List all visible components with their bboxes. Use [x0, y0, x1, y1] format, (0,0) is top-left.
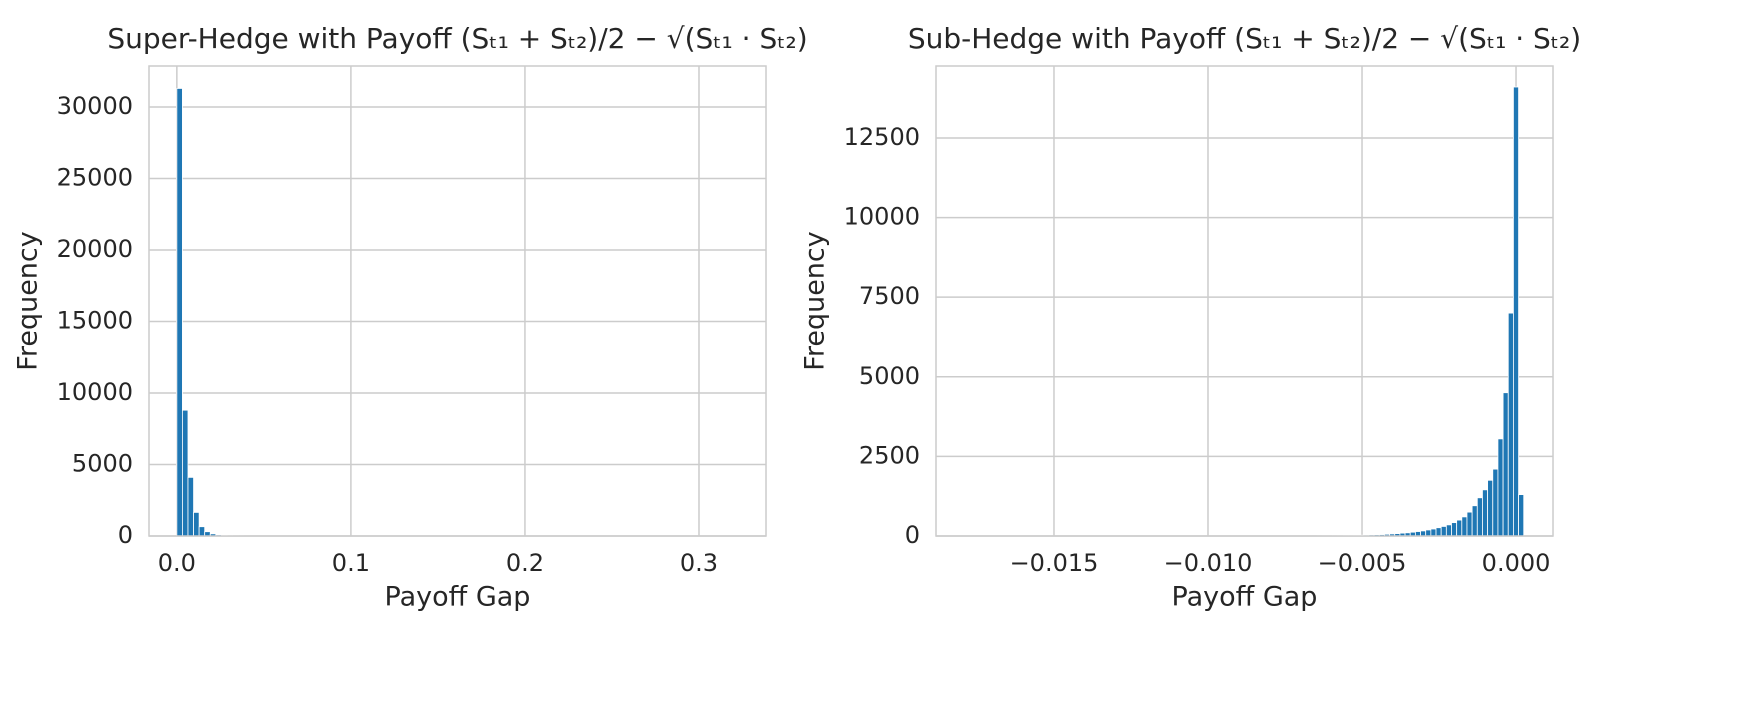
bar [1513, 86, 1519, 537]
bar [1461, 516, 1468, 537]
chart-title: Super-Hedge with Payoff (Sₜ₁ + Sₜ₂)/2 − … [107, 22, 807, 55]
bar [1518, 494, 1525, 537]
bar [1471, 505, 1478, 537]
y-tick-label: 0 [118, 521, 133, 549]
y-tick-label: 15000 [57, 307, 133, 335]
bar [176, 88, 183, 537]
bar [1466, 511, 1473, 537]
bar [182, 409, 189, 537]
y-tick-label: 30000 [57, 92, 133, 120]
x-tick-label: 0.1 [332, 549, 370, 577]
y-tick-label: 10000 [57, 378, 133, 406]
bar [1507, 312, 1514, 537]
bar [187, 476, 194, 537]
bar [1476, 497, 1483, 537]
bar [1440, 526, 1447, 537]
plot-area [936, 66, 1553, 536]
bar [1430, 528, 1437, 537]
plot-area [149, 66, 766, 536]
y-tick-label: 2500 [859, 441, 920, 469]
x-axis-label: Payoff Gap [1172, 582, 1318, 613]
bar [198, 526, 206, 537]
x-tick-label: 0.3 [680, 549, 718, 577]
axes-frame [148, 65, 767, 537]
x-tick-label: −0.015 [1010, 549, 1099, 577]
y-tick-label: 0 [905, 521, 920, 549]
y-axis-label: Frequency [800, 231, 831, 371]
y-tick-label: 10000 [844, 203, 920, 231]
bar [1456, 519, 1463, 537]
y-tick-label: 5000 [72, 450, 133, 478]
x-tick-label: −0.005 [1318, 549, 1407, 577]
bar [1492, 468, 1499, 537]
bar [193, 512, 200, 537]
x-tick-label: 0.0 [158, 549, 196, 577]
x-tick-label: 0.2 [506, 549, 544, 577]
x-tick-label: 0.000 [1482, 549, 1551, 577]
x-axis-label: Payoff Gap [385, 582, 531, 613]
bar [1482, 489, 1489, 537]
bar [1497, 438, 1504, 537]
y-tick-label: 7500 [859, 282, 920, 310]
bar [1502, 392, 1509, 537]
y-tick-label: 5000 [859, 362, 920, 390]
bar [1425, 529, 1432, 537]
bar [1487, 479, 1494, 537]
y-tick-label: 20000 [57, 235, 133, 263]
axes-frame [935, 65, 1554, 537]
bar [1420, 530, 1427, 537]
bar [1445, 524, 1452, 537]
y-tick-label: 12500 [844, 123, 920, 151]
x-tick-label: −0.010 [1164, 549, 1253, 577]
y-axis-label: Frequency [13, 231, 44, 371]
bar [1451, 522, 1458, 537]
y-tick-label: 25000 [57, 164, 133, 192]
chart-title: Sub-Hedge with Payoff (Sₜ₁ + Sₜ₂)/2 − √(… [908, 22, 1581, 55]
bar [1435, 527, 1442, 537]
